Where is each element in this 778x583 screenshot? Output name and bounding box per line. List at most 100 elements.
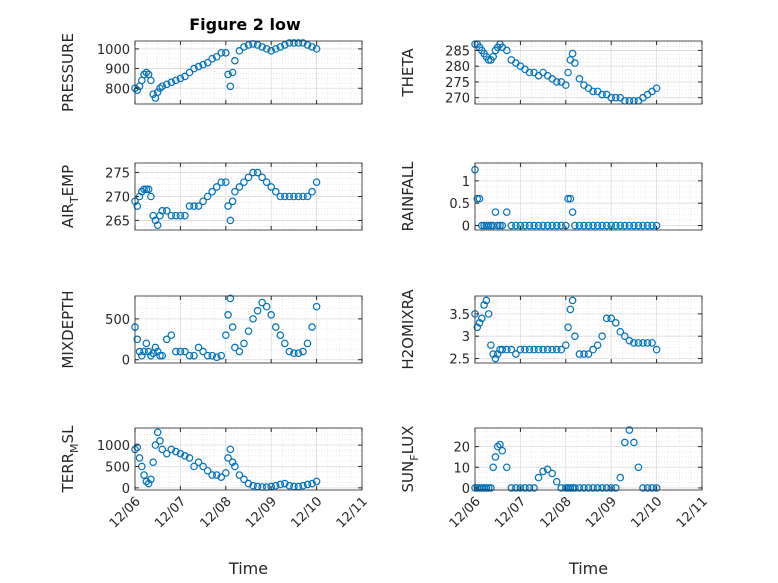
data-point	[575, 221, 584, 230]
data-point	[491, 453, 500, 461]
data-point	[158, 445, 167, 454]
data-point	[489, 463, 497, 472]
data-point	[228, 68, 237, 77]
data-point	[217, 178, 226, 186]
data-point	[162, 449, 171, 458]
data-point	[502, 208, 511, 216]
data-point	[564, 323, 572, 332]
y-tick-label: 0.5	[449, 197, 470, 212]
data-point	[299, 481, 307, 490]
data-point	[217, 49, 226, 57]
data-point	[212, 52, 221, 61]
data-point	[475, 318, 484, 327]
data-point	[473, 323, 482, 332]
data-point	[616, 327, 625, 336]
data-point	[262, 302, 271, 311]
data-point	[639, 484, 647, 492]
data-point	[276, 192, 285, 201]
data-point	[498, 446, 507, 455]
data-point	[249, 481, 257, 490]
x-tick-label: 12/08	[198, 494, 235, 531]
data-point	[228, 197, 237, 206]
x-tick-label: 12/06	[447, 494, 484, 531]
data-point	[222, 469, 230, 477]
data-point	[507, 221, 516, 230]
x-tick-label: 12/09	[243, 494, 280, 531]
data-point	[253, 41, 262, 49]
data-point	[521, 345, 529, 354]
data-point	[312, 45, 321, 53]
data-point	[566, 484, 575, 492]
y-tick-label: 1000	[97, 439, 130, 454]
data-point	[267, 47, 276, 55]
data-point	[634, 221, 643, 230]
data-point	[571, 332, 579, 341]
data-point	[598, 484, 606, 492]
data-point	[262, 178, 271, 186]
data-point	[539, 467, 547, 476]
subplot-mixdepth: 0 500 MIXDEPTH	[59, 290, 363, 369]
data-point	[190, 462, 198, 471]
data-point	[258, 298, 266, 307]
data-point	[580, 350, 588, 358]
data-point	[240, 178, 248, 186]
data-point	[593, 221, 602, 230]
data-point	[552, 345, 561, 354]
y-tick-label: 265	[105, 214, 130, 229]
data-point	[226, 82, 235, 91]
data-point	[299, 192, 307, 201]
data-point	[253, 306, 262, 315]
data-point	[281, 192, 289, 201]
data-point	[281, 41, 289, 49]
data-point	[140, 70, 148, 79]
data-point	[312, 178, 321, 186]
data-point	[271, 481, 280, 490]
data-point	[584, 221, 593, 230]
data-point	[240, 475, 248, 484]
data-point	[235, 471, 244, 479]
data-point	[147, 475, 155, 484]
y-tick-label: 800	[105, 82, 130, 97]
data-point	[208, 187, 216, 196]
data-point	[253, 168, 262, 177]
data-point	[208, 351, 216, 360]
data-point	[475, 194, 484, 203]
data-point	[602, 221, 611, 230]
data-point	[244, 173, 253, 182]
y-tick-label: 2.5	[449, 353, 470, 368]
data-point	[167, 211, 176, 220]
data-point	[144, 185, 153, 194]
data-point	[199, 197, 207, 206]
plot-area	[135, 41, 362, 104]
y-tick-label: 270	[445, 92, 470, 107]
y-tick-label: 500	[105, 460, 130, 475]
data-point	[153, 347, 162, 356]
data-point	[530, 484, 538, 492]
data-point	[194, 458, 203, 467]
data-point	[190, 64, 198, 73]
data-point	[534, 221, 543, 230]
data-point	[222, 178, 230, 186]
axes-box	[134, 427, 363, 491]
data-point	[158, 82, 167, 91]
data-point	[552, 477, 561, 486]
data-point	[208, 54, 216, 63]
data-point	[564, 194, 572, 203]
data-point	[484, 221, 493, 230]
data-point	[652, 345, 661, 354]
data-point	[607, 314, 616, 323]
data-point	[489, 350, 497, 358]
axes-box	[134, 40, 363, 105]
data-point	[294, 349, 303, 357]
data-point	[482, 484, 491, 492]
data-point	[244, 327, 253, 335]
data-point	[231, 187, 239, 196]
y-tick-label: 900	[105, 63, 130, 78]
data-point	[493, 442, 502, 451]
data-point	[158, 207, 167, 215]
data-point	[303, 41, 312, 49]
data-point	[557, 345, 566, 354]
data-point	[552, 78, 561, 86]
data-point	[167, 331, 176, 340]
data-point	[149, 458, 157, 467]
